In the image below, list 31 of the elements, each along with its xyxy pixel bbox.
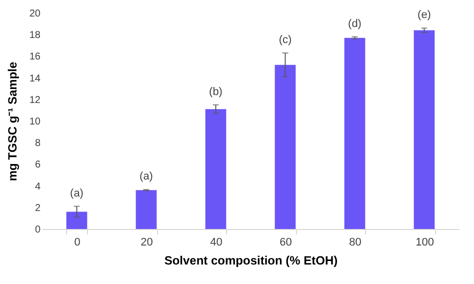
x-tick-label: 60 — [280, 236, 292, 248]
annotation: (b) — [209, 86, 222, 98]
bar — [274, 64, 296, 229]
y-tick-label: 18 — [29, 30, 41, 42]
bar — [136, 190, 157, 229]
x-tick-label: 100 — [416, 236, 434, 248]
x-tick-label: 40 — [210, 236, 222, 248]
y-tick-label: 0 — [34, 224, 41, 236]
x-axis-title: Solvent composition (% EtOH) — [164, 254, 338, 268]
x-tick-label: 80 — [349, 236, 362, 248]
bar — [66, 212, 88, 229]
y-tick-label: 20 — [29, 8, 41, 20]
y-tick-label: 14 — [29, 73, 41, 84]
annotation: (d) — [348, 18, 362, 30]
y-tick-label: 6 — [34, 160, 41, 171]
y-tick-label: 12 — [29, 94, 41, 106]
bar — [414, 30, 435, 229]
y-tick-label: 8 — [34, 138, 41, 150]
x-tick-label: 20 — [140, 236, 153, 248]
y-axis-title: mg TGSC g⁻¹ Sample — [5, 62, 20, 182]
x-tick-label: 0 — [74, 236, 80, 248]
y-tick-label: 10 — [29, 116, 41, 128]
bar — [205, 109, 226, 229]
annotation: (a) — [70, 187, 84, 200]
annotation: (c) — [278, 34, 292, 46]
annotation: (e) — [418, 9, 431, 22]
bar — [344, 38, 366, 229]
annotation: (a) — [140, 170, 153, 183]
y-tick-label: 4 — [34, 181, 41, 192]
y-tick-label: 2 — [34, 202, 41, 214]
y-tick-label: 16 — [29, 52, 41, 63]
